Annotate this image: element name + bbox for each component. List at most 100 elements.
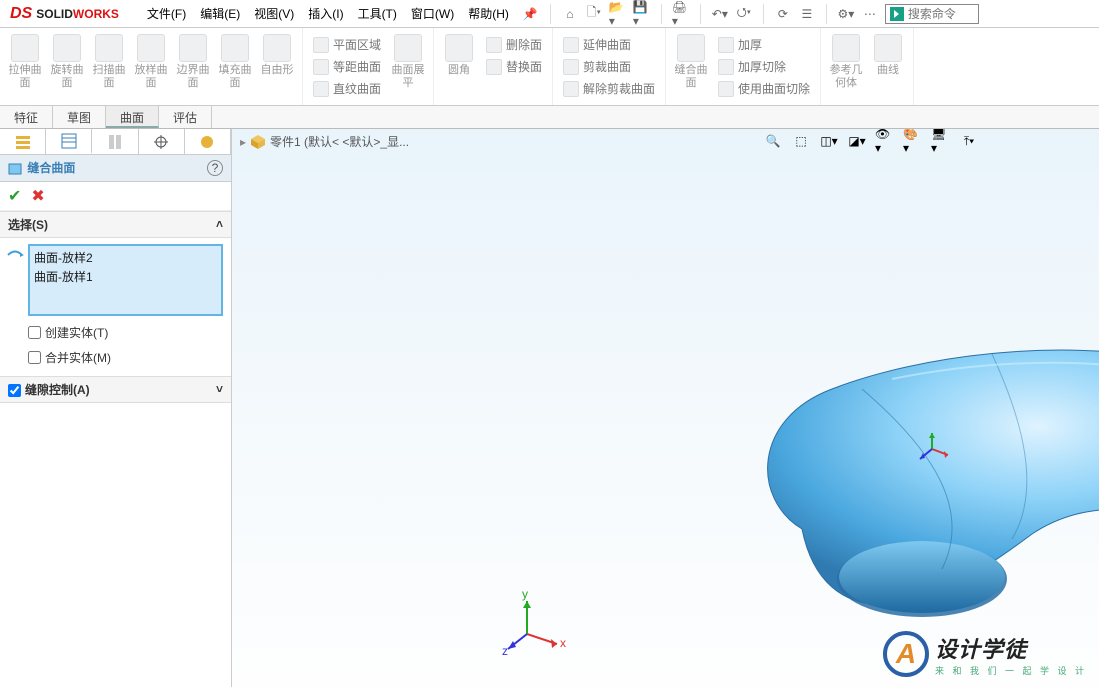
section-selection-head[interactable]: 选择(S)˄	[0, 211, 231, 238]
origin-triad-icon	[912, 429, 952, 469]
view-orientation-icon[interactable]: ◫▾	[819, 131, 839, 151]
app-logo: DS SOLIDWORKS	[0, 5, 129, 23]
tab-sketch[interactable]: 草图	[53, 106, 106, 128]
new-icon[interactable]: 🗋▾	[585, 5, 603, 23]
graphics-viewport[interactable]: ▸ 零件1 (默认< <默认>_显... 🔍 ⬚ ◫▾ ◪▾ 👁▾ 🎨▾ 🖥▾ …	[232, 129, 1099, 687]
cmd-fillet[interactable]: 圆角	[438, 32, 480, 77]
cmd-trim-surface[interactable]: 剪裁曲面	[557, 56, 661, 77]
menu-file[interactable]: 文件(F)	[141, 1, 192, 26]
zoom-area-icon[interactable]: ⬚	[791, 131, 811, 151]
cmd-curve[interactable]: 曲线	[867, 32, 909, 90]
cmd-untrim-surface[interactable]: 解除剪裁曲面	[557, 78, 661, 99]
breadcrumb-label[interactable]: 零件1 (默认< <默认>_显...	[270, 133, 409, 150]
watermark-sub: 来 和 我 们 一 起 学 设 计	[935, 664, 1087, 677]
print-icon[interactable]: 🖨▾	[672, 5, 690, 23]
side-tab-property-manager[interactable]	[46, 129, 92, 154]
cmd-cut-with-surface[interactable]: 使用曲面切除	[712, 78, 816, 99]
save-icon[interactable]: 💾▾	[633, 5, 651, 23]
scene-icon[interactable]: 🎨▾	[903, 131, 923, 151]
cmd-thicken[interactable]: 加厚	[712, 34, 816, 55]
cmd-reference-geometry[interactable]: 参考几 何体	[825, 32, 867, 90]
menu-edit[interactable]: 编辑(E)	[194, 1, 246, 26]
side-tab-feature-tree[interactable]	[0, 129, 46, 154]
search-run-icon[interactable]	[890, 7, 904, 21]
checkbox-create-solid[interactable]: 创建实体(T)	[28, 324, 223, 341]
cmd-delete-face[interactable]: 删除面	[480, 34, 548, 55]
side-tab-appearance[interactable]	[185, 129, 231, 154]
cmd-freeform[interactable]: 自由形	[256, 32, 298, 90]
breadcrumb[interactable]: ▸ 零件1 (默认< <默认>_显...	[240, 133, 409, 150]
zoom-fit-icon[interactable]: 🔍	[763, 131, 783, 151]
display-style-icon[interactable]: ◪▾	[847, 131, 867, 151]
commandmanager-tabs: 特征 草图 曲面 评估	[0, 106, 1099, 129]
tab-feature[interactable]: 特征	[0, 106, 53, 128]
view-normal-icon[interactable]: ⤒▾	[959, 131, 979, 151]
cmd-extend-surface[interactable]: 延伸曲面	[557, 34, 661, 55]
menu-tools[interactable]: 工具(T)	[352, 1, 403, 26]
logo-name: SOLIDWORKS	[36, 7, 119, 21]
help-icon[interactable]: ?	[207, 160, 223, 176]
property-manager-panel: 缝合曲面 ? ✔ ✖ 选择(S)˄ 曲面-放样2 曲面-放样1 创建实体(T) …	[0, 129, 232, 687]
view-settings-icon[interactable]: 🖥▾	[931, 131, 951, 151]
main-menu: 文件(F) 编辑(E) 视图(V) 插入(I) 工具(T) 窗口(W) 帮助(H…	[141, 1, 515, 26]
cmd-planar-region[interactable]: 平面区域	[307, 34, 387, 55]
breadcrumb-arrow-icon[interactable]: ▸	[240, 135, 246, 149]
tab-eval[interactable]: 评估	[159, 106, 212, 128]
section-gap-head[interactable]: 缝隙控制(A) ˅	[0, 376, 231, 403]
list-item[interactable]: 曲面-放样2	[34, 248, 217, 267]
cmd-replace-face[interactable]: 替换面	[480, 56, 548, 77]
ribbon: 拉伸曲 面 旋转曲 面 扫描曲 面 放样曲 面 边界曲 面 填充曲 面 自由形 …	[0, 28, 1099, 106]
gear-suffix[interactable]: ⋯	[861, 5, 879, 23]
chevron-up-icon: ˄	[216, 217, 223, 231]
ok-button[interactable]: ✔	[8, 186, 21, 206]
cmd-offset-surface[interactable]: 等距曲面	[307, 56, 387, 77]
cmd-ruled-surface[interactable]: 直纹曲面	[307, 78, 387, 99]
watermark-title: 设计学徒	[935, 632, 1087, 664]
pin-icon[interactable]: 📌	[515, 7, 546, 21]
cmd-boundary-surface[interactable]: 边界曲 面	[172, 32, 214, 90]
svg-text:x: x	[560, 636, 566, 650]
checkbox-input[interactable]	[8, 384, 21, 397]
heads-up-toolbar: 🔍 ⬚ ◫▾ ◪▾ 👁▾ 🎨▾ 🖥▾ ⤒▾	[763, 131, 979, 151]
command-search[interactable]	[885, 4, 979, 24]
cmd-knit-surface[interactable]: 缝合曲 面	[670, 32, 712, 99]
menu-insert[interactable]: 插入(I)	[302, 1, 349, 26]
standard-toolbar: ⌂ 🗋▾ 📂▾ 💾▾ 🖨▾ ↶▾ ⭯▾ ⟳ ☰ ⚙▾ ⋯	[561, 4, 879, 24]
side-tab-config[interactable]	[92, 129, 138, 154]
selection-listbox[interactable]: 曲面-放样2 曲面-放样1	[28, 244, 223, 316]
checkbox-input[interactable]	[28, 326, 41, 339]
checkbox-merge-solid[interactable]: 合并实体(M)	[28, 349, 223, 366]
checkbox-input[interactable]	[28, 351, 41, 364]
list-item[interactable]: 曲面-放样1	[34, 267, 217, 286]
hide-show-icon[interactable]: 👁▾	[875, 131, 895, 151]
menu-help[interactable]: 帮助(H)	[462, 1, 515, 26]
cmd-extrude-surface[interactable]: 拉伸曲 面	[4, 32, 46, 90]
search-input[interactable]	[908, 7, 976, 21]
cmd-loft-surface[interactable]: 放样曲 面	[130, 32, 172, 90]
tab-surface[interactable]: 曲面	[106, 106, 159, 128]
cmd-sweep-surface[interactable]: 扫描曲 面	[88, 32, 130, 90]
model-surface[interactable]	[692, 299, 1099, 639]
menu-window[interactable]: 窗口(W)	[405, 1, 460, 26]
select-icon[interactable]: ⭯▾	[735, 5, 753, 23]
cmd-fill-surface[interactable]: 填充曲 面	[214, 32, 256, 90]
cmd-flatten-surface[interactable]: 曲面展 平	[387, 32, 429, 99]
open-icon[interactable]: 📂▾	[609, 5, 627, 23]
home-icon[interactable]: ⌂	[561, 5, 579, 23]
gear-icon[interactable]: ⚙▾	[837, 5, 855, 23]
part-icon	[250, 134, 266, 150]
chevron-down-icon: ˅	[216, 382, 223, 396]
rebuild-icon[interactable]: ⟳	[774, 5, 792, 23]
options-list-icon[interactable]: ☰	[798, 5, 816, 23]
view-triad-icon: x y z	[502, 589, 572, 659]
cmd-revolve-surface[interactable]: 旋转曲 面	[46, 32, 88, 90]
side-tab-strip	[0, 129, 231, 155]
cancel-button[interactable]: ✖	[31, 186, 44, 206]
pm-title: 缝合曲面	[27, 161, 75, 175]
cmd-thicken-cut[interactable]: 加厚切除	[712, 56, 816, 77]
side-tab-dim[interactable]	[139, 129, 185, 154]
surface-select-icon	[6, 246, 24, 264]
menu-view[interactable]: 视图(V)	[248, 1, 300, 26]
undo-icon[interactable]: ↶▾	[711, 5, 729, 23]
watermark-logo-icon: A	[883, 631, 929, 677]
